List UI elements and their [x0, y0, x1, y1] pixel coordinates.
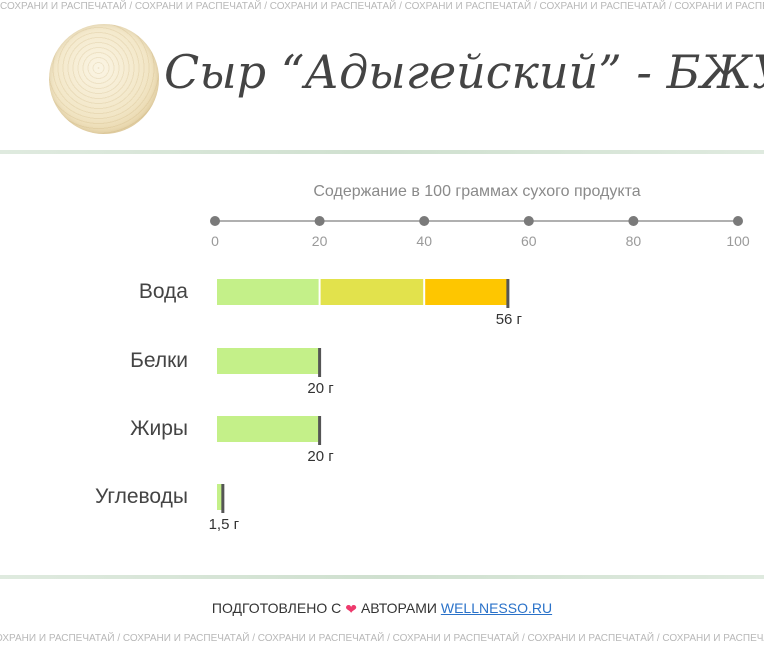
category-label: Вода	[139, 280, 188, 303]
category-label: Белки	[130, 349, 188, 372]
x-tick-label: 60	[521, 233, 537, 249]
footer-divider	[0, 575, 764, 579]
category-label: Жиры	[130, 417, 188, 440]
category-label: Углеводы	[95, 485, 188, 508]
bar-segment	[320, 279, 424, 305]
bar-segment	[217, 416, 320, 442]
bar-end-marker	[221, 484, 225, 513]
chart-title: Содержание в 100 граммах сухого продукта	[313, 183, 641, 200]
x-tick-dot	[628, 216, 639, 226]
bar-segment	[217, 484, 223, 510]
page-title: Сыр “Адыгейский” - БЖУ	[164, 45, 764, 99]
x-tick-label: 100	[726, 233, 750, 249]
header: Сыр “Адыгейский” - БЖУ	[0, 16, 764, 150]
bar-end-marker	[506, 279, 510, 308]
x-tick-dot	[210, 216, 220, 226]
value-label: 20 г	[307, 380, 334, 397]
x-tick-dot	[733, 216, 743, 226]
x-tick-label: 0	[211, 233, 219, 249]
watermark-text: СОХРАНИ И РАСПЕЧАТАЙ / СОХРАНИ И РАСПЕЧА…	[0, 633, 764, 644]
x-tick-label: 40	[416, 233, 432, 249]
watermark-bottom: СОХРАНИ И РАСПЕЧАТАЙ / СОХРАНИ И РАСПЕЧА…	[0, 632, 764, 646]
bar-segment	[217, 348, 320, 374]
wellnesso-link[interactable]: WELLNESSO.RU	[440, 600, 553, 616]
value-label: 56 г	[496, 311, 523, 328]
x-tick-label: 80	[626, 233, 642, 249]
x-tick-label: 20	[312, 233, 328, 249]
footer-middle: АВТОРАМИ	[360, 600, 437, 616]
bar-segment	[217, 279, 319, 305]
bar-segment	[425, 279, 508, 305]
heart-icon: ❤	[345, 601, 357, 617]
footer: ПОДГОТОВЛЕНО С ❤ АВТОРАМИ WELLNESSO.RU	[0, 600, 764, 617]
bar-end-marker	[318, 416, 322, 445]
x-tick-dot	[314, 216, 325, 226]
value-label: 1,5 г	[209, 516, 240, 533]
watermark-text: СОХРАНИ И РАСПЕЧАТАЙ / СОХРАНИ И РАСПЕЧА…	[0, 1, 764, 12]
footer-prefix: ПОДГОТОВЛЕНО С	[211, 600, 342, 616]
x-tick-dot	[419, 216, 430, 226]
header-divider	[0, 150, 764, 154]
watermark-top: СОХРАНИ И РАСПЕЧАТАЙ / СОХРАНИ И РАСПЕЧА…	[0, 0, 764, 14]
x-tick-dot	[523, 216, 534, 226]
bar-end-marker	[318, 348, 322, 377]
value-label: 20 г	[307, 448, 334, 465]
cheese-photo	[49, 24, 159, 134]
